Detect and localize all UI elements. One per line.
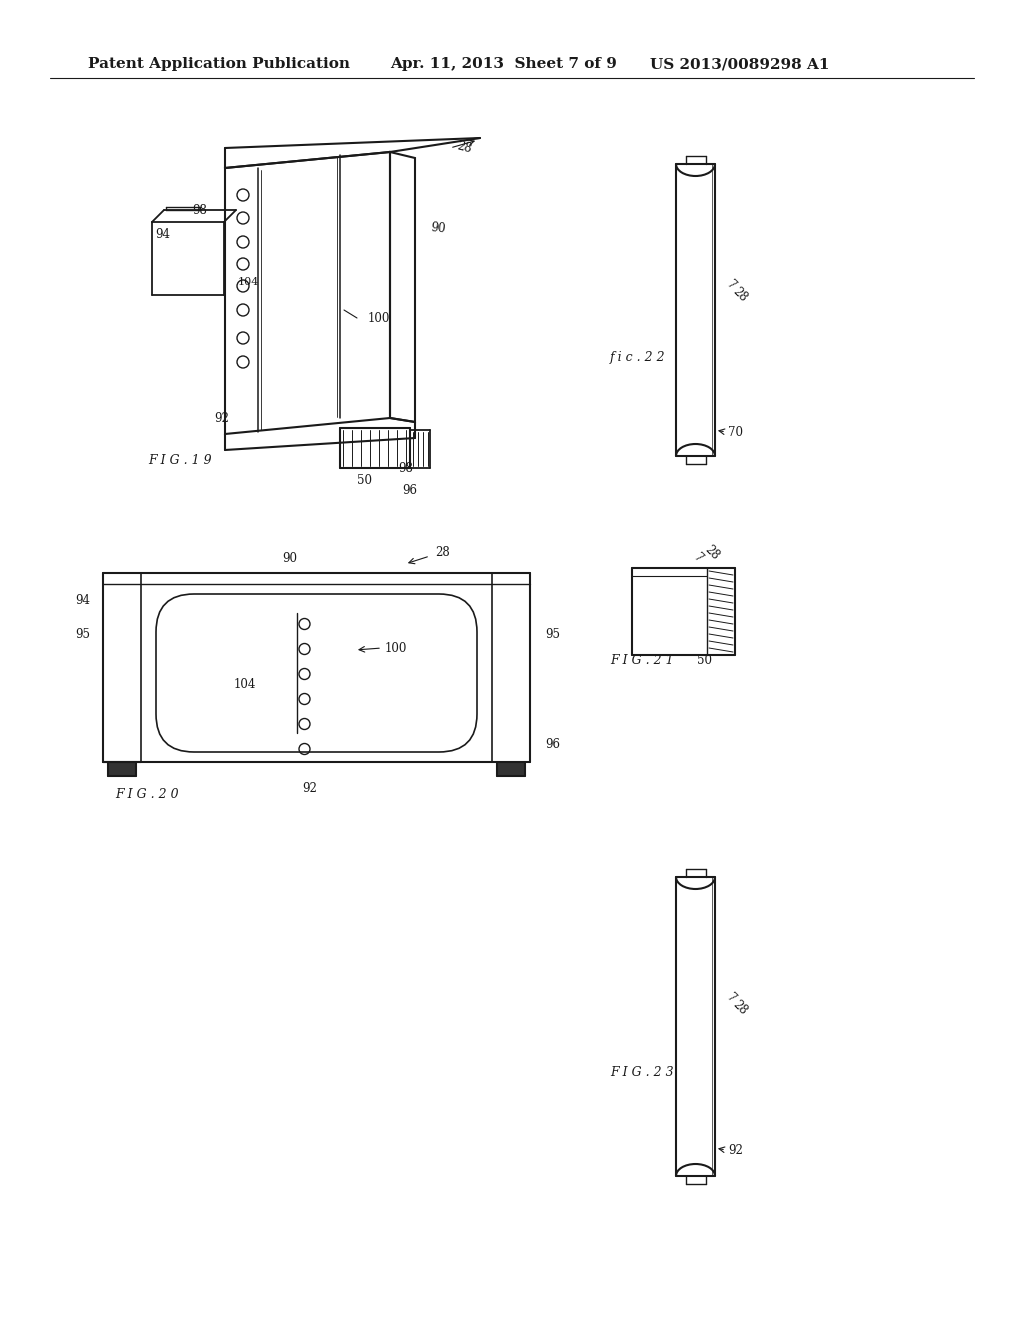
Text: 28: 28	[455, 140, 473, 156]
Text: 98: 98	[398, 462, 413, 474]
Text: 50: 50	[357, 474, 373, 487]
Text: F I G . 2 1: F I G . 2 1	[610, 653, 674, 667]
Text: 98: 98	[193, 203, 208, 216]
Text: 96: 96	[545, 738, 560, 751]
Text: 92: 92	[302, 781, 317, 795]
Text: 90: 90	[283, 552, 298, 565]
Text: 7: 7	[691, 550, 706, 565]
Text: 94: 94	[156, 228, 171, 242]
Text: 90: 90	[430, 220, 446, 235]
Text: 104: 104	[233, 678, 256, 692]
Text: 100: 100	[368, 312, 390, 325]
Text: 28: 28	[435, 546, 450, 560]
Bar	[497, 762, 525, 776]
Text: F I G . 2 3: F I G . 2 3	[610, 1065, 674, 1078]
Text: US 2013/0089298 A1: US 2013/0089298 A1	[650, 57, 829, 71]
Text: 70: 70	[728, 425, 743, 438]
Text: 7: 7	[724, 991, 738, 1006]
Text: 92: 92	[215, 412, 229, 425]
Text: 95: 95	[545, 628, 560, 642]
Text: F I G . 2 0: F I G . 2 0	[115, 788, 178, 801]
Text: Patent Application Publication: Patent Application Publication	[88, 57, 350, 71]
Text: 28: 28	[730, 285, 750, 305]
Text: 94: 94	[75, 594, 90, 606]
Text: 28: 28	[730, 998, 750, 1018]
Text: 50: 50	[697, 653, 713, 667]
Text: 104: 104	[238, 277, 259, 286]
Text: 7: 7	[724, 277, 738, 292]
Text: 95: 95	[75, 628, 90, 642]
Text: 28: 28	[702, 544, 722, 562]
Text: 92: 92	[728, 1143, 742, 1156]
Text: f i c . 2 2: f i c . 2 2	[610, 351, 666, 364]
Text: 100: 100	[385, 642, 408, 655]
Text: F I G . 1 9: F I G . 1 9	[148, 454, 212, 466]
Bar	[108, 762, 136, 776]
Text: Apr. 11, 2013  Sheet 7 of 9: Apr. 11, 2013 Sheet 7 of 9	[390, 57, 616, 71]
Text: 96: 96	[402, 483, 417, 496]
